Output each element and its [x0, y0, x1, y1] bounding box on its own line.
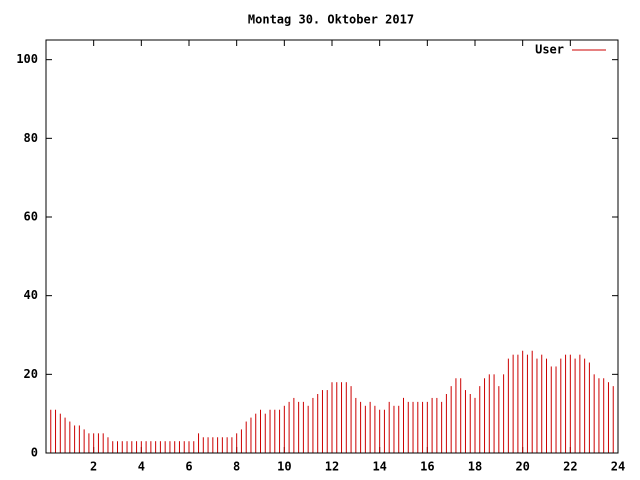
x-tick-label: 12: [325, 460, 339, 474]
x-tick-label: 16: [420, 460, 434, 474]
x-tick-label: 2: [90, 460, 97, 474]
x-tick-label: 24: [611, 460, 625, 474]
x-tick-label: 4: [138, 460, 145, 474]
x-tick-label: 22: [563, 460, 577, 474]
chart-title: Montag 30. Oktober 2017: [248, 13, 414, 27]
x-tick-label: 14: [372, 460, 386, 474]
x-tick-label: 6: [185, 460, 192, 474]
y-tick-label: 100: [16, 52, 38, 66]
y-tick-label: 40: [24, 288, 38, 302]
y-tick-label: 20: [24, 367, 38, 381]
y-tick-label: 80: [24, 131, 38, 145]
x-tick-label: 20: [515, 460, 529, 474]
x-tick-label: 10: [277, 460, 291, 474]
y-tick-label: 60: [24, 210, 38, 224]
x-tick-label: 18: [468, 460, 482, 474]
legend-label: User: [535, 43, 564, 57]
y-tick-label: 0: [31, 446, 38, 460]
x-tick-label: 8: [233, 460, 240, 474]
plot-border: [45, 39, 619, 454]
